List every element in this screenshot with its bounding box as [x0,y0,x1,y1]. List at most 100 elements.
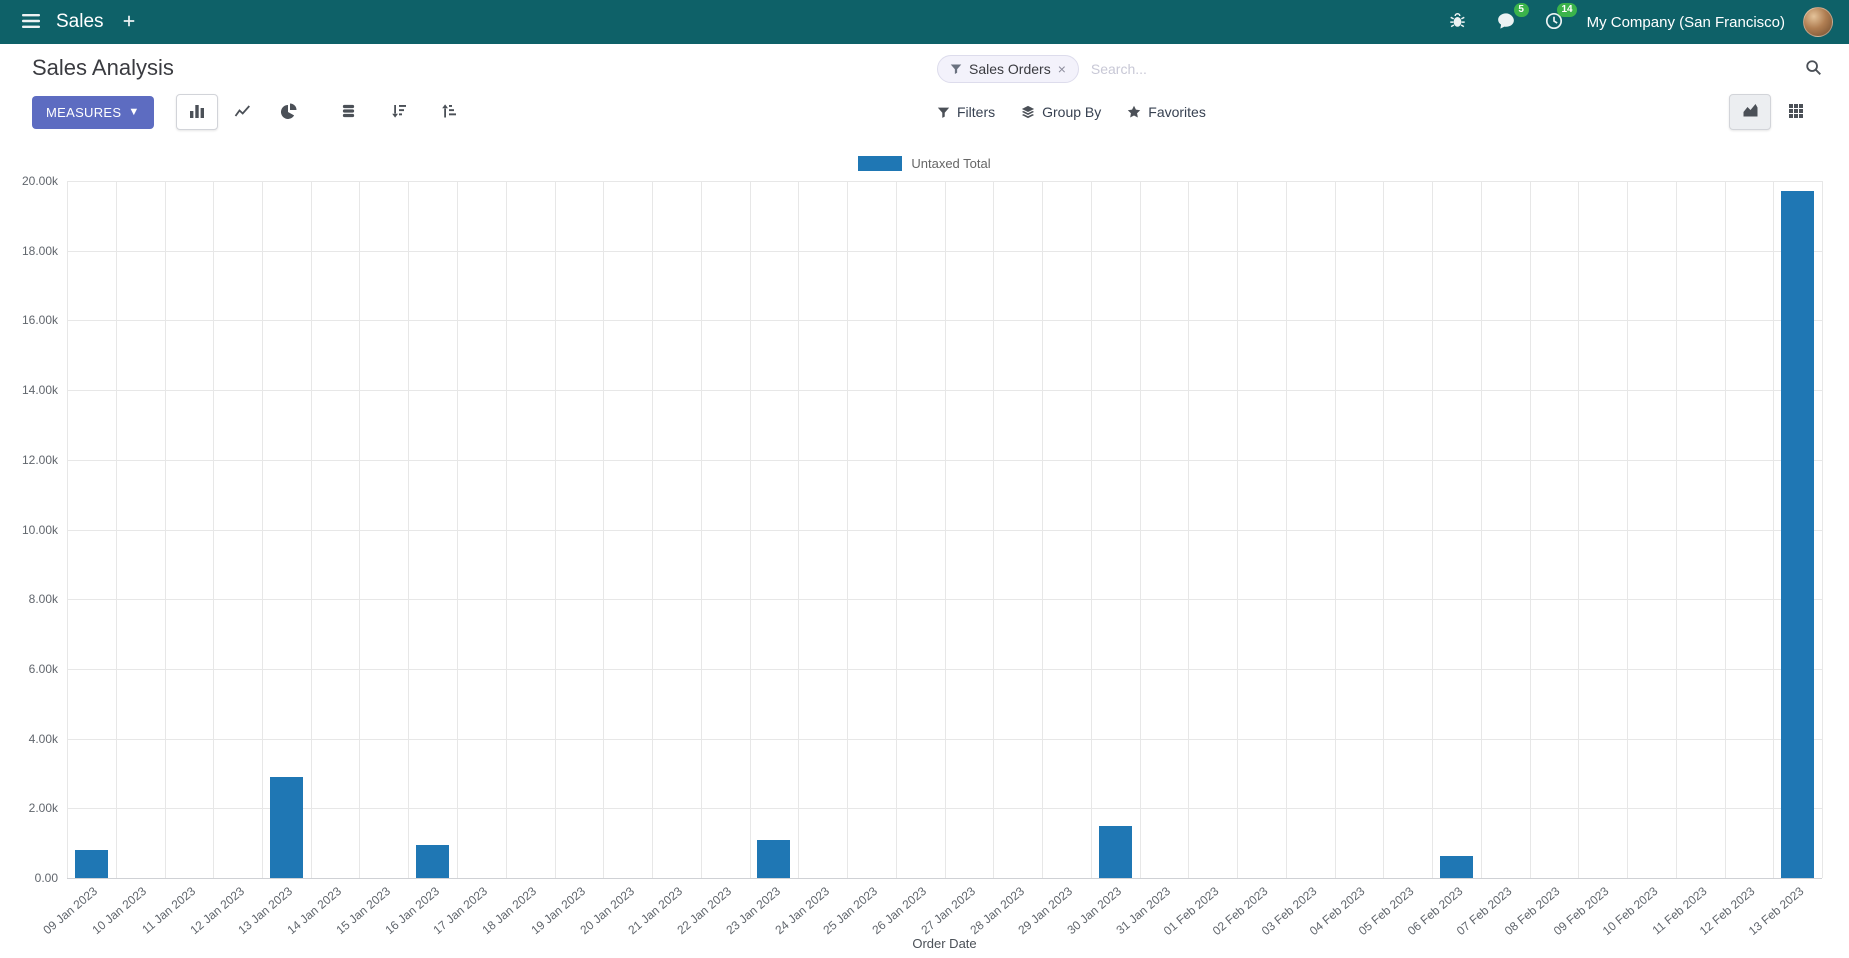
messages-button[interactable]: 5 [1491,3,1529,37]
star-icon [1127,105,1141,119]
legend: Untaxed Total [0,156,1849,171]
top-navbar: Sales 5 14 My Co [0,0,1849,44]
line-chart-button[interactable] [222,94,264,130]
v-gridline [749,181,751,878]
y-tick-label: 4.00k [28,731,58,746]
v-gridline [457,181,458,878]
search-input[interactable] [1088,60,1795,78]
measures-label: MEASURES [46,104,122,120]
layers-icon [1021,105,1035,119]
filter-facet-icon [950,63,962,75]
v-gridline [1383,181,1385,878]
facet-remove-icon[interactable]: × [1057,61,1066,77]
chart-area: Untaxed Total 20.00k 18.00k 16.00k 14.00k 12… [0,156,1849,951]
new-tab-button[interactable] [114,7,144,37]
apps-menu-button[interactable] [16,7,46,37]
v-gridline [1773,181,1775,878]
v-gridline [1090,181,1092,878]
sort-descending-button[interactable] [378,94,420,130]
v-gridline [505,181,507,878]
v-gridline [1529,181,1531,878]
y-tick-label: 10.00k [21,522,58,537]
favorites-menu-button[interactable]: Favorites [1127,104,1206,120]
search-icon [1805,60,1822,79]
stacked-toggle-button[interactable] [328,94,370,130]
v-gridline [1188,181,1190,878]
chevron-down-icon: ▼ [128,105,140,118]
chart-type-group [175,94,310,130]
v-gridline [944,181,946,878]
chat-bubble-icon [1497,12,1515,33]
sort-desc-icon [391,103,407,122]
y-tick-label: 2.00k [28,801,58,816]
v-gridline [1675,181,1677,878]
y-tick-label: 16.00k [21,313,58,328]
page-title: Sales Analysis [32,55,174,80]
y-tick-label: 18.00k [21,243,58,258]
sort-ascending-button[interactable] [428,94,470,130]
activities-badge: 14 [1557,3,1577,17]
clock-icon [1545,12,1563,33]
bar[interactable] [74,850,108,878]
v-gridline [1334,181,1336,878]
v-gridline [262,181,263,878]
area-chart-icon [1742,103,1759,122]
y-tick-label: 20.00k [21,174,58,188]
app-name[interactable]: Sales [56,11,104,32]
v-gridline [1627,181,1628,878]
graph-view-button[interactable] [1729,94,1771,130]
y-tick-label: 14.00k [21,383,58,398]
v-gridline [895,181,897,878]
bar[interactable] [416,844,450,878]
x-axis-labels: 09 Jan 2023 10 Jan 2023 11 Jan 2023 12 Jan … [41,878,1822,938]
bar-chart-icon [189,103,205,122]
pie-chart-button[interactable] [268,94,310,130]
pie-chart-icon [280,103,297,122]
debug-button[interactable] [1443,7,1473,37]
bug-icon [1449,12,1466,32]
breadcrumb-row: Sales Analysis Sales Orders × [0,44,1849,92]
bar[interactable] [1439,856,1473,878]
v-gridline [798,181,800,878]
v-gridline [1042,181,1043,878]
v-gridline [847,181,848,878]
hamburger-icon [22,13,40,32]
search-options-group: Filters Group By Favorites [937,104,1206,120]
search-bar: Sales Orders × [937,51,1822,87]
search-facet: Sales Orders × [937,55,1079,83]
filters-label: Filters [957,104,996,120]
v-gridline [1822,181,1823,878]
activities-button[interactable]: 14 [1539,3,1577,37]
user-menu-button[interactable] [1803,7,1833,37]
bar[interactable] [1098,825,1132,878]
v-gridline [310,181,312,878]
search-button[interactable] [1805,59,1822,79]
line-chart-icon [234,103,251,122]
v-gridline [1236,181,1238,878]
v-gridline [651,181,653,878]
company-switcher[interactable]: My Company (San Francisco) [1586,13,1785,31]
v-gridline [1480,181,1482,878]
group-by-menu-button[interactable]: Group By [1021,104,1101,120]
v-gridline [1578,181,1580,878]
legend-label[interactable]: Untaxed Total [911,156,991,171]
v-gridline [67,181,68,878]
navbar-right: 5 14 My Company (San Francisco) [1443,3,1833,37]
bar[interactable] [269,776,303,878]
legend-swatch[interactable] [858,156,903,171]
pivot-view-button[interactable] [1775,94,1817,130]
messages-badge: 5 [1513,3,1529,17]
bar[interactable] [757,840,791,878]
toolbar-row: MEASURES ▼ [0,92,1849,142]
v-gridline [213,181,215,878]
plot-area: 20.00k 18.00k 16.00k 14.00k 12.00k 10.00k 8.00… [22,174,1823,885]
chart-options-group [328,94,470,130]
bar[interactable] [1781,191,1815,878]
filters-menu-button[interactable]: Filters [937,104,995,120]
user-avatar [1803,7,1833,37]
v-gridline [993,181,995,878]
v-gridline [1432,181,1433,878]
bar-chart-button[interactable] [175,94,218,130]
sort-asc-icon [441,103,457,122]
measures-button[interactable]: MEASURES ▼ [32,95,154,129]
